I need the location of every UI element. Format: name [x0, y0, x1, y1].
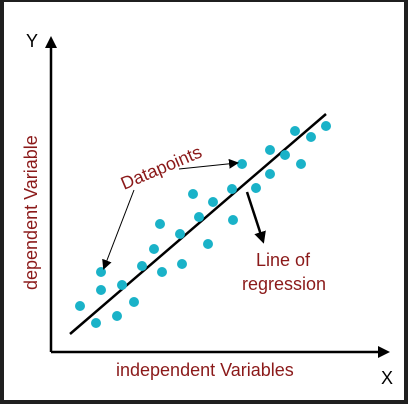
datapoint	[208, 197, 218, 207]
datapoint	[75, 301, 85, 311]
datapoint	[137, 261, 147, 271]
datapoint	[251, 183, 261, 193]
datapoint	[155, 219, 165, 229]
datapoint	[96, 267, 106, 277]
y-axis-letter: Y	[26, 31, 38, 51]
datapoint	[265, 169, 275, 179]
datapoint	[194, 212, 204, 222]
datapoint	[280, 150, 290, 160]
datapoint	[321, 121, 331, 131]
datapoint	[117, 280, 127, 290]
datapoints-arrow-left	[102, 189, 135, 270]
datapoint	[265, 145, 275, 155]
x-axis-letter: X	[381, 368, 393, 388]
datapoint	[228, 215, 238, 225]
y-axis-title: dependent Variable	[21, 135, 41, 290]
datapoint	[129, 297, 139, 307]
datapoint	[157, 267, 167, 277]
regression-arrow	[245, 191, 266, 244]
datapoint	[296, 159, 306, 169]
datapoint	[91, 318, 101, 328]
diagram-canvas: Y X dependent Variable independent Varia…	[4, 2, 404, 400]
regression-diagram: Y X dependent Variable independent Varia…	[21, 31, 393, 388]
datapoints-arrow-right	[178, 158, 239, 170]
datapoint	[149, 244, 159, 254]
datapoint	[306, 132, 316, 142]
datapoint	[96, 285, 106, 295]
regression-label-line1: Line of	[256, 250, 311, 270]
datapoint	[175, 229, 185, 239]
datapoint	[203, 239, 213, 249]
datapoint	[188, 189, 198, 199]
datapoint	[290, 126, 300, 136]
datapoint	[112, 311, 122, 321]
datapoints-group	[75, 121, 331, 328]
regression-label-line2: regression	[242, 274, 326, 294]
datapoint	[227, 184, 237, 194]
x-axis-title: independent Variables	[116, 360, 294, 380]
datapoint	[237, 159, 247, 169]
datapoint	[177, 259, 187, 269]
